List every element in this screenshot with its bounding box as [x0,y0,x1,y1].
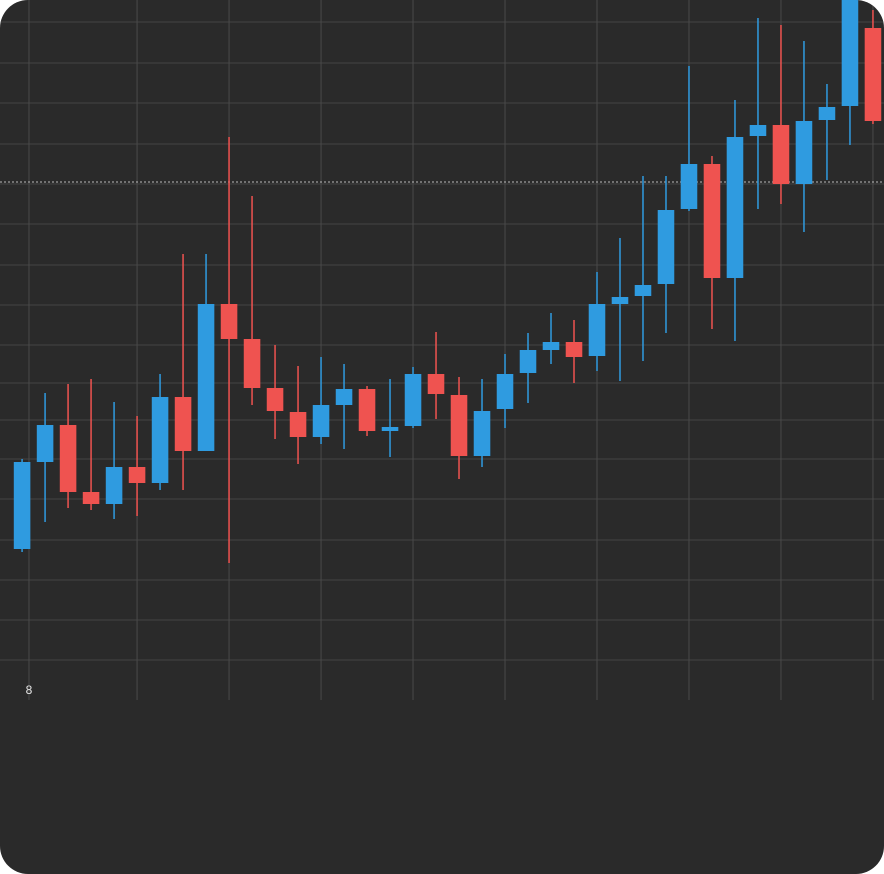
candle-body [36,425,54,462]
candle-body [450,395,468,456]
candle-body [289,412,307,437]
candle-body [197,304,215,451]
candle-body [381,427,399,431]
candle-body [427,374,445,394]
candle-body [59,425,77,492]
candle-body [128,467,146,483]
candle-body [680,164,698,209]
candle-body [703,164,721,278]
candle-body [473,411,491,456]
candle-body [105,467,123,504]
candle-body [634,285,652,296]
candle-body [496,374,514,409]
candle-body [82,492,100,504]
x-tick-label: 8 [26,683,33,697]
candle-body [174,397,192,451]
candle-body [726,137,744,278]
candle-body [841,0,859,106]
candle-body [565,342,583,357]
candle-body [404,374,422,426]
candle-body [358,389,376,431]
candle-body [266,388,284,411]
candle-body [335,389,353,405]
candle-body [220,304,238,339]
candle-body [772,125,790,184]
candle-body [312,405,330,437]
candle-body [749,125,767,136]
candle-body [657,210,675,284]
candle-body [588,304,606,356]
candle-body [864,28,882,121]
candle-body [611,297,629,304]
candle-body [151,397,169,483]
candle-body [542,342,560,350]
candle-body [13,462,31,549]
candle-body [519,350,537,373]
candle-body [795,121,813,184]
candle-body [243,339,261,388]
candle-body [818,107,836,120]
